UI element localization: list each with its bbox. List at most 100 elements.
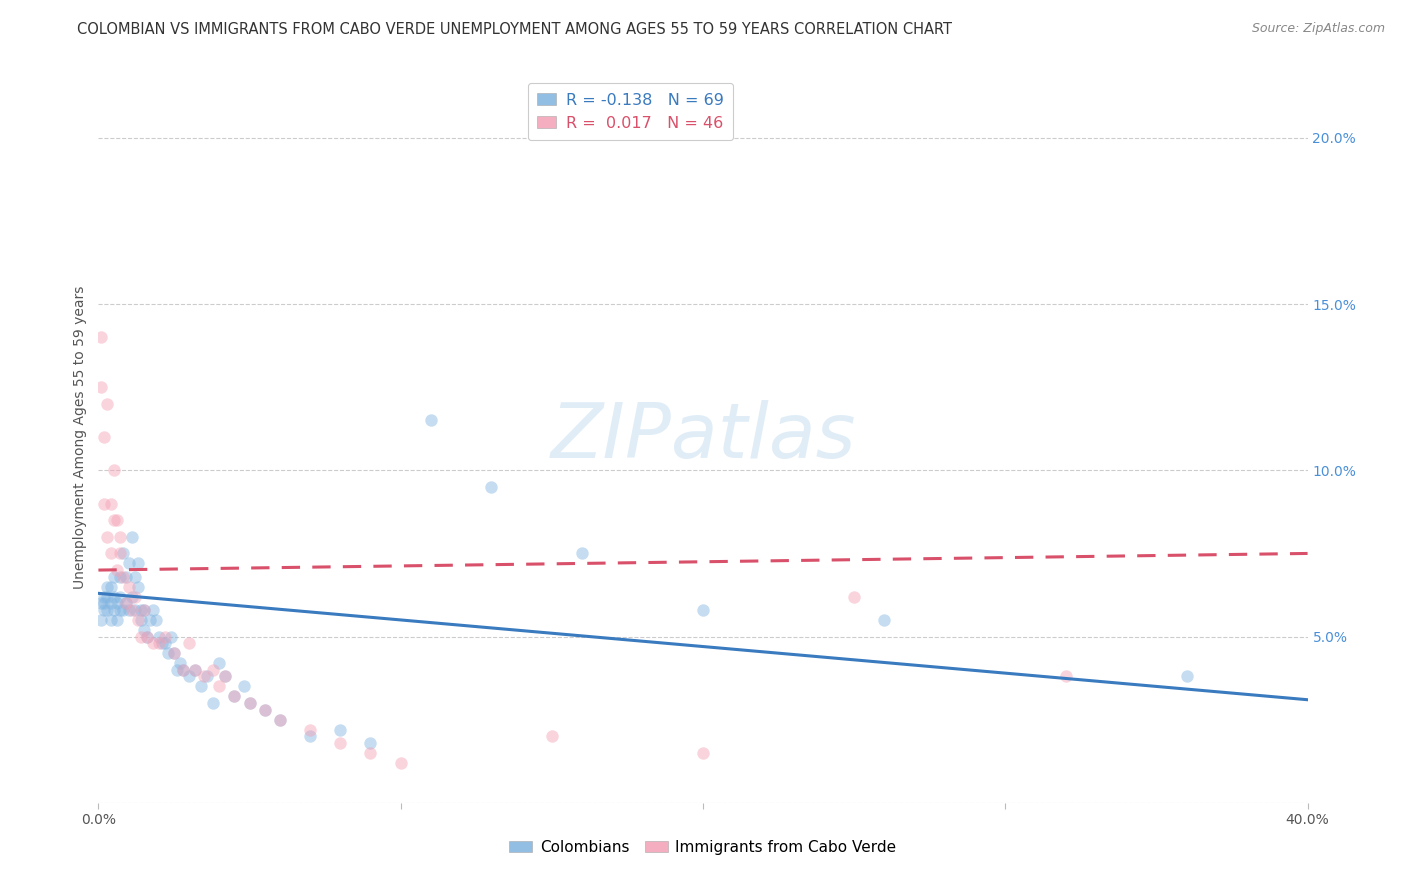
Point xyxy=(118,557,141,571)
Point xyxy=(124,603,146,617)
Point xyxy=(148,636,170,650)
Point xyxy=(103,463,125,477)
Text: COLOMBIAN VS IMMIGRANTS FROM CABO VERDE UNEMPLOYMENT AMONG AGES 55 TO 59 YEARS C: COLOMBIAN VS IMMIGRANTS FROM CABO VERDE … xyxy=(77,22,952,37)
Point xyxy=(114,596,136,610)
Point xyxy=(121,603,143,617)
Point xyxy=(129,603,152,617)
Legend: Colombians, Immigrants from Cabo Verde: Colombians, Immigrants from Cabo Verde xyxy=(503,834,903,861)
Point xyxy=(163,646,186,660)
Point xyxy=(299,729,322,743)
Point xyxy=(692,603,714,617)
Point xyxy=(93,596,115,610)
Point xyxy=(190,680,212,694)
Point xyxy=(329,736,352,750)
Point xyxy=(129,613,152,627)
Point xyxy=(179,669,201,683)
Point xyxy=(253,703,276,717)
Point xyxy=(481,480,503,494)
Point xyxy=(132,603,155,617)
Point xyxy=(142,603,165,617)
Point xyxy=(93,497,115,511)
Point xyxy=(105,513,128,527)
Point xyxy=(111,546,134,560)
Point xyxy=(127,580,149,594)
Point xyxy=(103,603,125,617)
Point xyxy=(105,613,128,627)
Point xyxy=(108,546,131,560)
Text: ZIPatlas: ZIPatlas xyxy=(550,401,856,474)
Point xyxy=(166,663,188,677)
Point xyxy=(100,596,122,610)
Point xyxy=(108,570,131,584)
Point xyxy=(93,590,115,604)
Point xyxy=(118,580,141,594)
Point xyxy=(208,656,231,670)
Point xyxy=(100,613,122,627)
Point xyxy=(269,713,291,727)
Point xyxy=(360,746,382,760)
Point xyxy=(129,630,152,644)
Point xyxy=(139,613,162,627)
Point xyxy=(1175,669,1198,683)
Point xyxy=(90,380,112,394)
Point xyxy=(172,663,194,677)
Point xyxy=(103,570,125,584)
Point xyxy=(153,636,176,650)
Point xyxy=(100,580,122,594)
Point xyxy=(214,669,236,683)
Point xyxy=(132,603,155,617)
Point xyxy=(208,680,231,694)
Point xyxy=(100,546,122,560)
Point xyxy=(103,590,125,604)
Point xyxy=(389,756,412,770)
Point xyxy=(132,623,155,637)
Point xyxy=(269,713,291,727)
Point xyxy=(329,723,352,737)
Text: Source: ZipAtlas.com: Source: ZipAtlas.com xyxy=(1251,22,1385,36)
Point xyxy=(100,497,122,511)
Point xyxy=(90,613,112,627)
Point xyxy=(299,723,322,737)
Point xyxy=(121,530,143,544)
Point xyxy=(121,590,143,604)
Point xyxy=(179,636,201,650)
Point xyxy=(420,413,443,427)
Point xyxy=(184,663,207,677)
Point xyxy=(224,690,246,704)
Point xyxy=(142,636,165,650)
Point xyxy=(135,630,157,644)
Point xyxy=(127,613,149,627)
Point xyxy=(108,590,131,604)
Point xyxy=(844,590,866,604)
Point xyxy=(118,603,141,617)
Point xyxy=(184,663,207,677)
Point xyxy=(193,669,215,683)
Point xyxy=(103,513,125,527)
Point xyxy=(202,696,225,710)
Point xyxy=(124,590,146,604)
Point xyxy=(96,590,118,604)
Point xyxy=(124,570,146,584)
Point xyxy=(253,703,276,717)
Point xyxy=(153,630,176,644)
Point xyxy=(150,636,173,650)
Point xyxy=(96,530,118,544)
Point xyxy=(540,729,562,743)
Point xyxy=(145,613,167,627)
Point xyxy=(148,630,170,644)
Point xyxy=(224,690,246,704)
Point xyxy=(1054,669,1077,683)
Y-axis label: Unemployment Among Ages 55 to 59 years: Unemployment Among Ages 55 to 59 years xyxy=(73,285,87,589)
Point xyxy=(105,596,128,610)
Point xyxy=(360,736,382,750)
Point xyxy=(108,530,131,544)
Point xyxy=(571,546,593,560)
Point xyxy=(135,630,157,644)
Point xyxy=(195,669,218,683)
Point xyxy=(156,646,179,660)
Point xyxy=(93,603,115,617)
Point xyxy=(90,596,112,610)
Point xyxy=(169,656,191,670)
Point xyxy=(96,603,118,617)
Point xyxy=(114,570,136,584)
